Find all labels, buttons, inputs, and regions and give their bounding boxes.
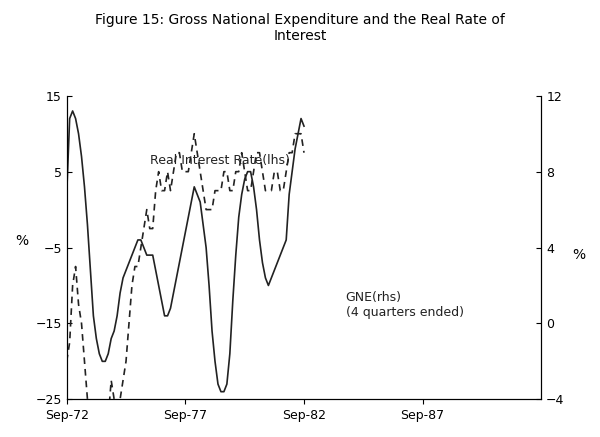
Text: Real Interest Rate(lhs): Real Interest Rate(lhs) (150, 154, 290, 167)
Y-axis label: %: % (15, 233, 28, 247)
Text: Figure 15: Gross National Expenditure and the Real Rate of
Interest: Figure 15: Gross National Expenditure an… (95, 13, 505, 43)
Text: GNE(rhs)
(4 quarters ended): GNE(rhs) (4 quarters ended) (346, 291, 464, 319)
Y-axis label: %: % (572, 247, 585, 261)
